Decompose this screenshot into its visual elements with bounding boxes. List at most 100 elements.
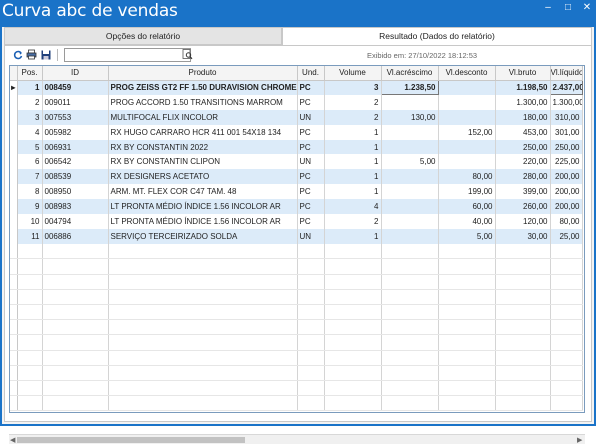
col-header-volume[interactable]: Volume xyxy=(324,66,382,81)
table-cell[interactable]: 2.437,00 xyxy=(549,79,583,96)
table-cell[interactable]: 80,00 xyxy=(438,169,496,185)
table-cell[interactable] xyxy=(438,109,496,125)
row-indicator[interactable] xyxy=(10,184,18,200)
table-cell[interactable]: 1 xyxy=(324,154,382,170)
table-cell[interactable]: 60,00 xyxy=(438,199,496,215)
table-cell[interactable]: RX HUGO CARRARO HCR 411 001 54X18 134 xyxy=(108,124,298,140)
table-cell[interactable] xyxy=(381,94,439,110)
table-cell[interactable]: 006542 xyxy=(42,154,109,170)
table-cell[interactable]: 1.300,00 xyxy=(495,94,551,110)
horizontal-scrollbar[interactable]: ◀ ▶ xyxy=(9,434,585,444)
table-cell[interactable]: 2 xyxy=(324,109,382,125)
table-cell[interactable]: ARM. MT. FLEX COR C47 TAM. 48 xyxy=(108,184,298,200)
table-cell[interactable]: 009011 xyxy=(42,94,109,110)
table-cell[interactable]: RX BY CONSTANTIN CLIPON xyxy=(108,154,298,170)
table-cell[interactable]: PROG ACCORD 1.50 TRANSITIONS MARROM xyxy=(108,94,298,110)
table-cell[interactable]: 007553 xyxy=(42,109,109,125)
table-cell[interactable]: UN xyxy=(297,109,325,125)
col-header-desconto[interactable]: Vl.desconto xyxy=(438,66,496,81)
table-cell[interactable]: 005982 xyxy=(42,124,109,140)
table-cell[interactable]: 220,00 xyxy=(495,154,551,170)
table-cell[interactable]: 260,00 xyxy=(495,199,551,215)
print-icon[interactable] xyxy=(25,48,38,61)
table-cell[interactable]: 453,00 xyxy=(495,124,551,140)
table-cell[interactable]: UN xyxy=(297,228,325,244)
tab-results[interactable]: Resultado (Dados do relatório) xyxy=(282,27,592,45)
col-header-pos[interactable]: Pos. xyxy=(17,66,43,81)
table-cell[interactable]: 9 xyxy=(17,199,43,215)
table-cell[interactable]: PC xyxy=(297,214,325,229)
table-cell[interactable] xyxy=(381,139,439,155)
table-cell[interactable]: 225,00 xyxy=(550,154,583,170)
table-cell[interactable] xyxy=(381,214,439,229)
table-cell[interactable]: 1.238,50 xyxy=(380,79,439,96)
table-cell[interactable]: 5,00 xyxy=(381,154,439,170)
row-indicator[interactable] xyxy=(10,109,18,125)
table-cell[interactable]: 2 xyxy=(324,214,382,229)
table-cell[interactable]: 130,00 xyxy=(381,109,439,125)
table-cell[interactable] xyxy=(438,154,496,170)
table-cell[interactable]: 120,00 xyxy=(495,214,551,229)
row-indicator[interactable] xyxy=(10,154,18,170)
table-cell[interactable]: 3 xyxy=(17,109,43,125)
table-row[interactable]: ▸ 1 008459 PROG ZEISS GT2 FF 1.50 DURAVISIO… xyxy=(10,79,583,96)
table-cell[interactable]: 10 xyxy=(17,214,43,229)
table-row[interactable]: 6 006542 RX BY CONSTANTIN CLIPON UN 1 5,00 220… xyxy=(10,154,583,170)
col-header-id[interactable]: ID xyxy=(42,66,109,81)
table-cell[interactable]: 6 xyxy=(17,154,43,170)
table-row[interactable]: 3 007553 MULTIFOCAL FLIX INCOLOR UN 2 130,00 1… xyxy=(10,109,583,125)
table-cell[interactable]: 250,00 xyxy=(495,139,551,155)
table-cell[interactable]: PC xyxy=(297,169,325,185)
table-cell[interactable] xyxy=(381,124,439,140)
table-cell[interactable]: 006886 xyxy=(42,228,109,244)
search-input[interactable] xyxy=(64,48,191,62)
table-cell[interactable] xyxy=(438,139,496,155)
table-cell[interactable]: 200,00 xyxy=(550,199,583,215)
tab-options[interactable]: Opções do relatório xyxy=(4,27,282,45)
table-cell[interactable]: 5 xyxy=(17,139,43,155)
table-cell[interactable]: 199,00 xyxy=(438,184,496,200)
table-cell[interactable]: 1 xyxy=(17,80,43,95)
table-cell[interactable]: PC xyxy=(297,199,325,215)
table-cell[interactable]: PC xyxy=(297,184,325,200)
table-cell[interactable]: 250,00 xyxy=(550,139,583,155)
table-cell[interactable]: 008459 xyxy=(42,80,109,95)
search-preview-icon[interactable] xyxy=(181,48,194,61)
table-cell[interactable]: 1 xyxy=(324,139,382,155)
table-cell[interactable]: 1 xyxy=(324,169,382,185)
row-indicator[interactable] xyxy=(10,139,18,155)
table-cell[interactable]: 280,00 xyxy=(495,169,551,185)
table-cell[interactable]: UN xyxy=(297,154,325,170)
table-cell[interactable] xyxy=(438,94,496,110)
table-cell[interactable]: 2 xyxy=(17,94,43,110)
table-cell[interactable]: 008983 xyxy=(42,199,109,215)
row-indicator[interactable] xyxy=(10,228,18,244)
refresh-icon[interactable] xyxy=(11,48,24,61)
table-cell[interactable]: 80,00 xyxy=(550,214,583,229)
table-cell[interactable]: 1 xyxy=(324,124,382,140)
save-icon[interactable] xyxy=(39,48,52,61)
maximize-button[interactable]: □ xyxy=(564,2,572,13)
table-cell[interactable]: 301,00 xyxy=(550,124,583,140)
table-cell[interactable] xyxy=(381,228,439,244)
table-cell[interactable] xyxy=(381,199,439,215)
table-row[interactable]: 11 006886 SERVIÇO TERCEIRIZADO SOLDA UN 1 5,0… xyxy=(10,228,583,244)
table-row[interactable]: 4 005982 RX HUGO CARRARO HCR 411 001 54X18… xyxy=(10,124,583,140)
table-cell[interactable]: 30,00 xyxy=(495,228,551,244)
table-cell[interactable]: 4 xyxy=(324,199,382,215)
table-cell[interactable]: 008539 xyxy=(42,169,109,185)
table-row[interactable]: 7 008539 RX DESIGNERS ACETATO PC 1 80,00 280,0… xyxy=(10,169,583,185)
table-cell[interactable]: 004794 xyxy=(42,214,109,229)
table-cell[interactable]: PC xyxy=(297,139,325,155)
row-indicator[interactable] xyxy=(10,169,18,185)
table-cell[interactable]: 1.198,50 xyxy=(495,80,551,95)
results-grid[interactable]: Pos. ID Produto Und. Volume Vl.acréscimo… xyxy=(9,65,585,413)
table-cell[interactable]: 008950 xyxy=(42,184,109,200)
table-cell[interactable]: 399,00 xyxy=(495,184,551,200)
table-cell[interactable]: SERVIÇO TERCEIRIZADO SOLDA xyxy=(108,228,298,244)
table-cell[interactable]: 3 xyxy=(324,80,382,95)
table-cell[interactable]: LT PRONTA MÉDIO ÍNDICE 1.56 INCOLOR AR xyxy=(108,199,298,215)
table-cell[interactable]: 006931 xyxy=(42,139,109,155)
close-button[interactable]: ✕ xyxy=(582,2,592,13)
col-header-bruto[interactable]: Vl.bruto xyxy=(495,66,551,81)
